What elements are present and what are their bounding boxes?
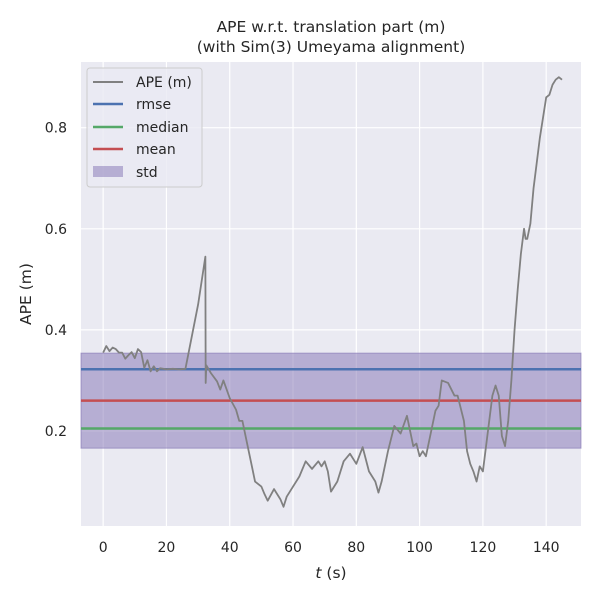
y-tick-label: 0.6 — [45, 222, 67, 238]
x-tick-label: 40 — [221, 540, 239, 556]
x-axis-unit: (s) — [321, 564, 346, 582]
x-tick-label: 60 — [284, 540, 302, 556]
x-tick-label: 80 — [347, 540, 365, 556]
x-tick-label: 140 — [533, 540, 560, 556]
ape-line-layer — [102, 76, 563, 508]
x-tick-label: 0 — [99, 540, 108, 556]
legend-box — [86, 67, 203, 188]
legend-label-ape: APE (m) — [136, 75, 192, 91]
legend-label-mean: mean — [136, 142, 176, 158]
x-tick-label: 20 — [158, 540, 176, 556]
legend-label-std: std — [136, 165, 158, 181]
chart-subtitle: (with Sim(3) Umeyama alignment) — [197, 38, 466, 56]
ape-line — [102, 76, 563, 508]
x-tick-label: 100 — [406, 540, 433, 556]
legend-label-rmse: rmse — [136, 97, 171, 113]
chart-title: APE w.r.t. translation part (m) — [217, 18, 446, 36]
y-tick-label: 0.2 — [45, 424, 67, 440]
legend-swatch-std — [93, 166, 123, 177]
legend-label-median: median — [136, 120, 188, 136]
y-tick-label: 0.8 — [45, 121, 67, 137]
legend: APE (m) rmse median mean std — [86, 67, 203, 188]
x-axis-variable: t — [315, 564, 322, 582]
y-axis-label: APE (m) — [17, 263, 35, 325]
tick-labels: 0 20 40 60 80 100 120 140 0.2 0.4 0.6 0.8 — [45, 121, 560, 556]
y-tick-label: 0.4 — [45, 323, 67, 339]
x-axis-label: t (s) — [315, 564, 346, 582]
x-tick-label: 120 — [470, 540, 497, 556]
